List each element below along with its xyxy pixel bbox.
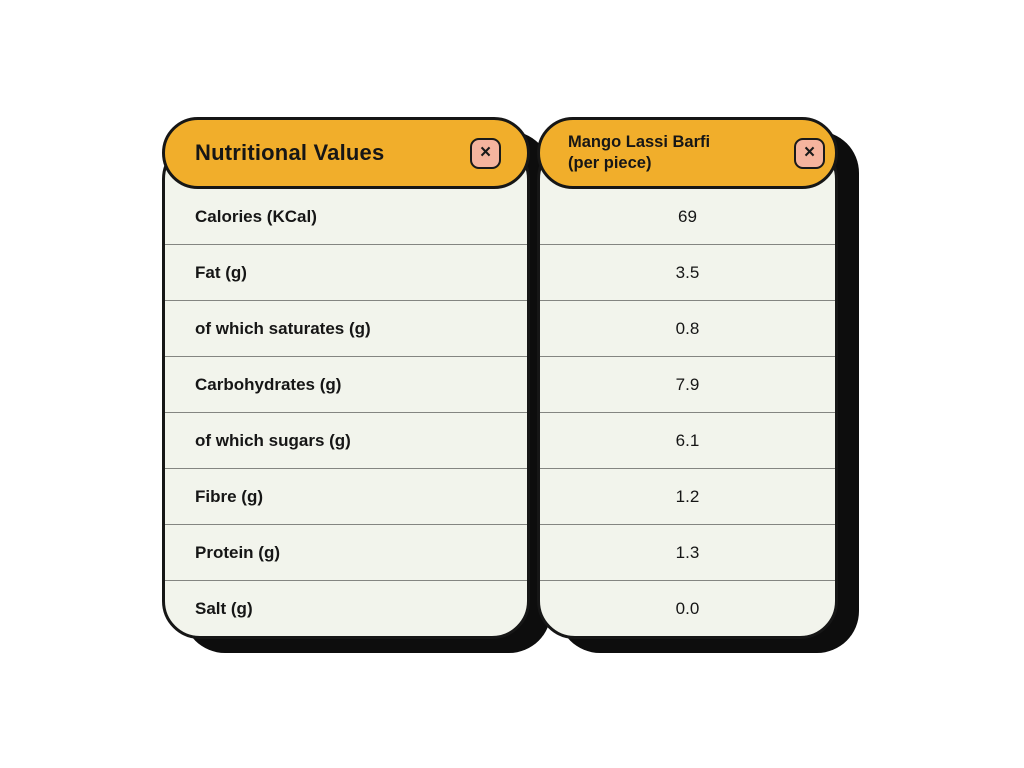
nutritional-values-panel: Calories (KCal) Fat (g) of which saturates… [162,117,551,653]
product-title-line2: (per piece) [568,154,652,172]
row-label: Salt (g) [195,598,253,618]
table-row: of which saturates (g) [165,300,527,356]
table-row: Carbohydrates (g) [165,356,527,412]
table-row: Salt (g) [165,580,527,636]
row-label: Fat (g) [195,262,247,282]
row-value: 69 [678,206,697,226]
table-row: 0.0 [540,580,835,636]
row-value: 3.5 [675,262,700,282]
product-title-line1: Mango Lassi Barfi [568,132,711,151]
table-row: Protein (g) [165,524,527,580]
table-row: 1.2 [540,468,835,524]
table-row: 6.1 [540,412,835,468]
nutritional-values-header: Nutritional Values × [162,117,530,189]
product-values-panel: 69 3.5 0.8 7.9 6.1 1.2 1.3 0.0 Mango Lassi Barf… [537,117,859,653]
table-row: 0.8 [540,300,835,356]
product-values-panel-body: 69 3.5 0.8 7.9 6.1 1.2 1.3 0.0 [537,141,838,639]
close-icon: × [479,141,492,163]
row-value: 7.9 [675,374,700,394]
table-row: of which sugars (g) [165,412,527,468]
row-value: 6.1 [675,430,700,450]
row-label: of which saturates (g) [195,318,371,338]
row-value: 0.8 [675,318,700,338]
panel-title: Nutritional Values [195,140,385,165]
table-row: Fat (g) [165,244,527,300]
row-label: Carbohydrates (g) [195,374,342,394]
table-row: 69 [540,189,835,244]
table-row: 3.5 [540,244,835,300]
nutrient-label-rows: Calories (KCal) Fat (g) of which saturates… [165,189,527,636]
nutrient-value-rows: 69 3.5 0.8 7.9 6.1 1.2 1.3 0.0 [540,189,835,636]
product-title: Mango Lassi Barfi (per piece) [568,132,710,174]
table-row: 1.3 [540,524,835,580]
close-icon: × [803,141,816,163]
close-button[interactable]: × [470,137,501,169]
table-row: 7.9 [540,356,835,412]
row-value: 0.0 [675,598,700,618]
row-value: 1.2 [675,486,700,506]
table-row: Fibre (g) [165,468,527,524]
row-label: Calories (KCal) [195,206,317,226]
row-label: of which sugars (g) [195,430,351,450]
table-row: Calories (KCal) [165,189,527,244]
product-header: Mango Lassi Barfi (per piece) × [537,117,838,189]
row-label: Fibre (g) [195,486,263,506]
nutritional-values-panel-body: Calories (KCal) Fat (g) of which saturates… [162,141,530,639]
row-label: Protein (g) [195,542,280,562]
close-button[interactable]: × [794,137,825,169]
row-value: 1.3 [675,542,700,562]
